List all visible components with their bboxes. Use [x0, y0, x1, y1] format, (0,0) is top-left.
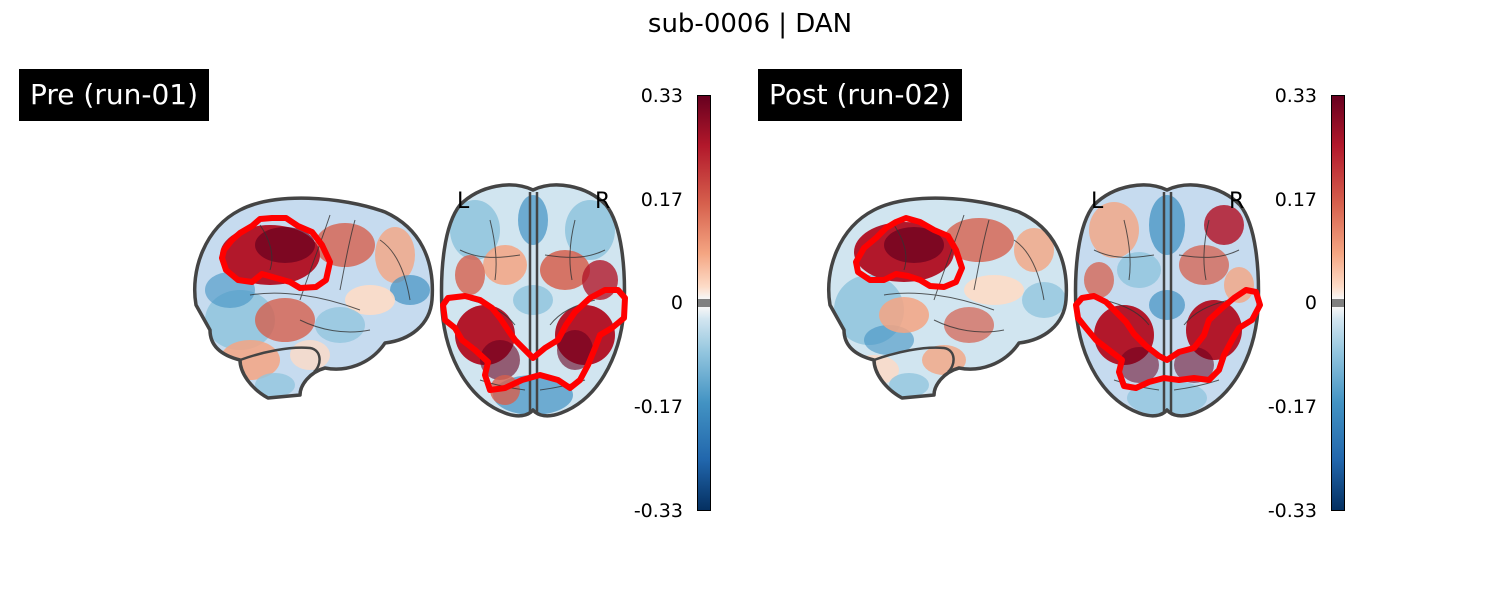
colorbar-tick: -0.17: [1267, 396, 1317, 418]
colorbar: [697, 95, 711, 511]
colorbar-tick: 0.17: [1274, 189, 1317, 211]
sagittal-outline: [193, 196, 435, 400]
sagittal-outline: [827, 196, 1069, 400]
figure-title: sub-0006 | DAN: [647, 9, 853, 39]
orientation-right-label: R: [1229, 189, 1245, 214]
colorbar-tick: 0.33: [1274, 85, 1317, 107]
sagittal-sulci: [883, 214, 1045, 333]
brain-glass-plot: [827, 183, 1263, 418]
colorbar-tick: -0.33: [1267, 500, 1317, 522]
colorbar-tick: -0.33: [633, 500, 683, 522]
network-contour: [440, 287, 628, 393]
colorbar-tick: 0: [1304, 292, 1317, 314]
orientation-left-label: L: [1091, 189, 1104, 214]
colorbar-tick: -0.17: [633, 396, 683, 418]
network-contour: [219, 215, 333, 291]
panel-label: Post (run-02): [758, 69, 963, 121]
orientation-left-label: L: [457, 189, 470, 214]
colorbar-tick: 0.17: [640, 189, 683, 211]
orientation-right-label: R: [595, 189, 611, 214]
panel-label: Pre (run-01): [19, 69, 209, 121]
sagittal-sulci: [249, 214, 411, 333]
network-contour: [1073, 287, 1263, 391]
brain-glass-plot: [193, 183, 628, 418]
colorbar-tick: 0.33: [640, 85, 683, 107]
panel-post: Post (run-02): [634, 0, 1384, 600]
colorbar: [1331, 95, 1345, 511]
network-contour: [853, 215, 965, 290]
colorbar-tick: 0: [670, 292, 683, 314]
panel-pre: Pre (run-01): [19, 69, 711, 522]
